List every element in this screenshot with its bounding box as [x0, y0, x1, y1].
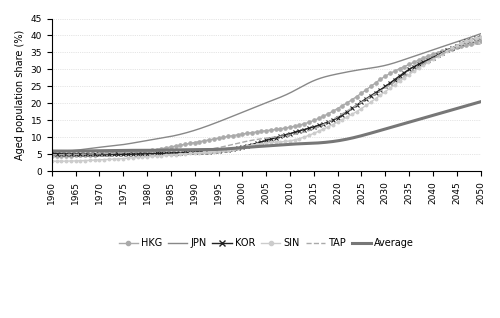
Legend: HKG, JPN, KOR, SIN, TAP, Average: HKG, JPN, KOR, SIN, TAP, Average [114, 234, 418, 252]
Y-axis label: Aged population share (%): Aged population share (%) [15, 30, 25, 160]
